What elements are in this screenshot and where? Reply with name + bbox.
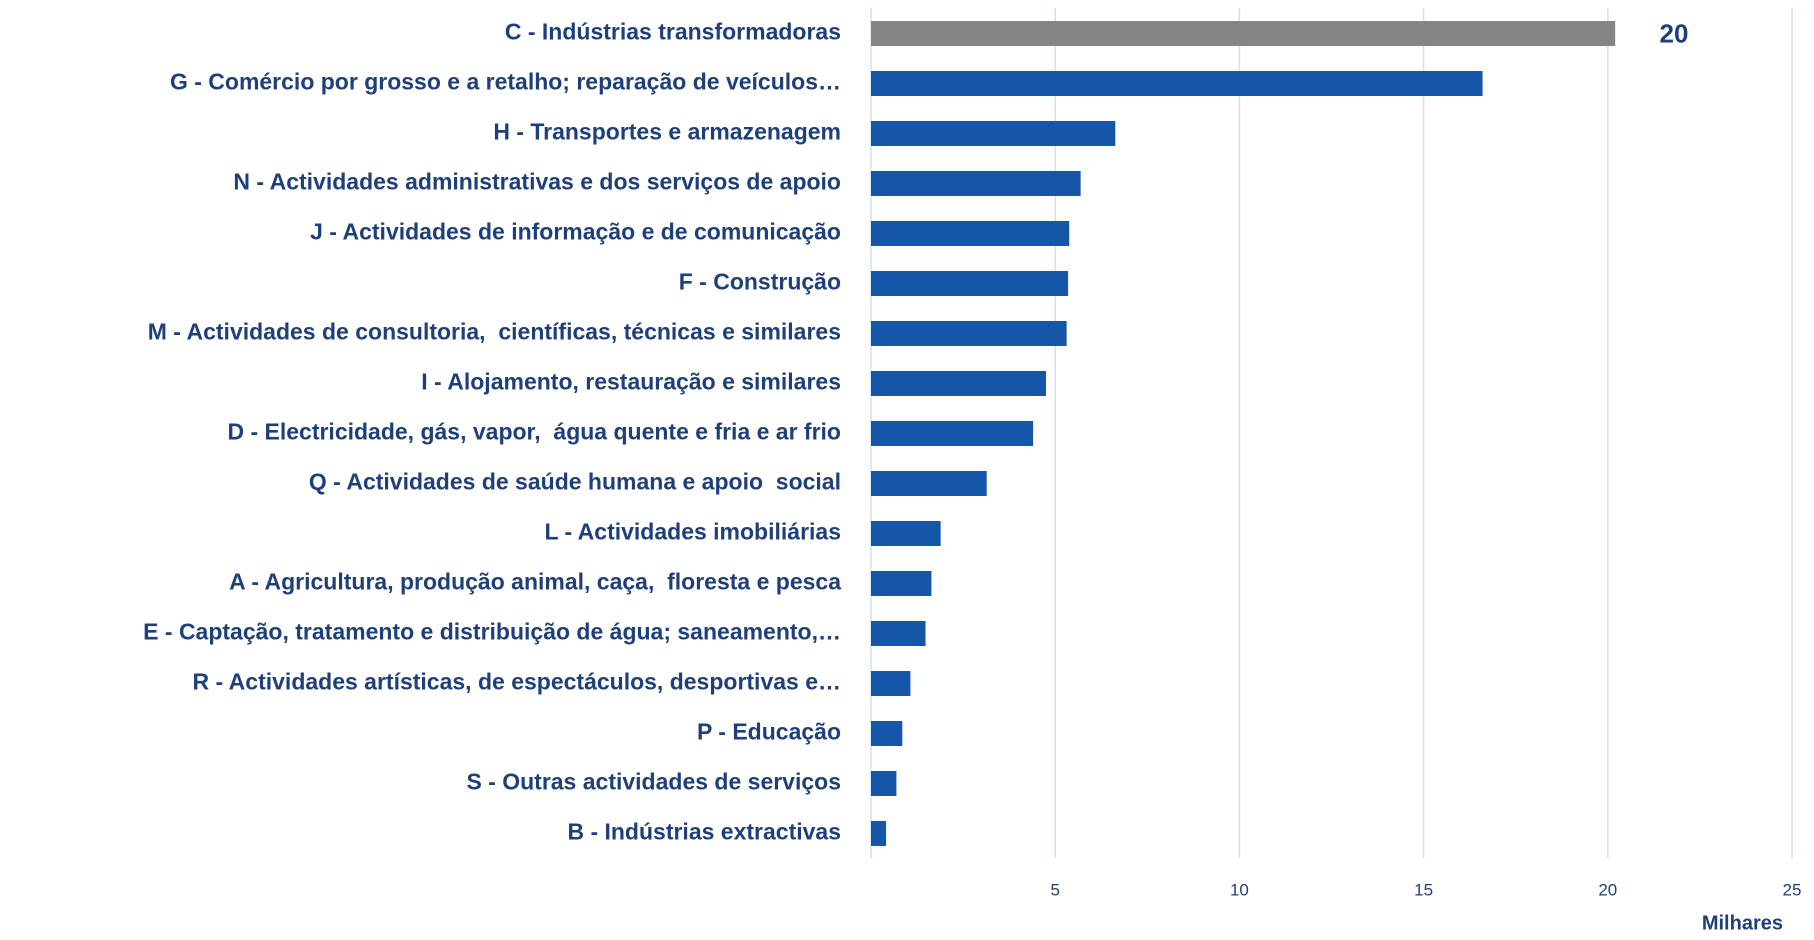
y-tick-label: F - Construção [679,269,841,295]
x-axis-label: Milhares [1702,912,1783,934]
bar [871,521,941,546]
x-tick-label: 5 [1050,880,1059,899]
y-tick-label: M - Actividades de consultoria, científi… [148,319,841,345]
y-tick-label: D - Electricidade, gás, vapor, água quen… [227,419,841,445]
bar [871,171,1081,196]
y-tick-label: J - Actividades de informação e de comun… [310,219,841,245]
y-tick-label: A - Agricultura, produção animal, caça, … [229,569,841,595]
y-tick-label: I - Alojamento, restauração e similares [421,369,841,395]
y-tick-label: B - Indústrias extractivas [567,819,841,845]
y-tick-label: N - Actividades administrativas e dos se… [233,169,841,195]
x-tick-label: 10 [1230,880,1249,899]
bar [871,271,1069,296]
y-tick-label: L - Actividades imobiliárias [544,519,841,545]
bar [871,121,1116,146]
bar [871,471,987,496]
bar [871,621,926,646]
y-tick-label: C - Indústrias transformadoras [505,19,841,45]
bar [871,221,1070,246]
bar [871,571,932,596]
y-tick-label: S - Outras actividades de serviços [466,769,841,795]
y-tick-label: Q - Actividades de saúde humana e apoio … [309,469,841,495]
data-label: 20 [1660,18,1689,48]
bar [871,771,897,796]
y-tick-label: R - Actividades artísticas, de espectácu… [192,669,841,695]
bar [871,321,1067,346]
bar [871,821,887,846]
bar [871,71,1483,96]
bar [871,371,1046,396]
bar [871,421,1034,446]
bar [871,671,911,696]
bar [871,721,903,746]
x-tick-label: 15 [1414,880,1433,899]
y-tick-label: E - Captação, tratamento e distribuição … [143,619,841,645]
y-tick-label: P - Educação [697,719,841,745]
x-tick-label: 20 [1598,880,1617,899]
x-tick-label: 25 [1783,880,1802,899]
bar [871,21,1616,46]
y-tick-label: H - Transportes e armazenagem [493,119,841,145]
y-tick-label: G - Comércio por grosso e a retalho; rep… [170,69,841,95]
